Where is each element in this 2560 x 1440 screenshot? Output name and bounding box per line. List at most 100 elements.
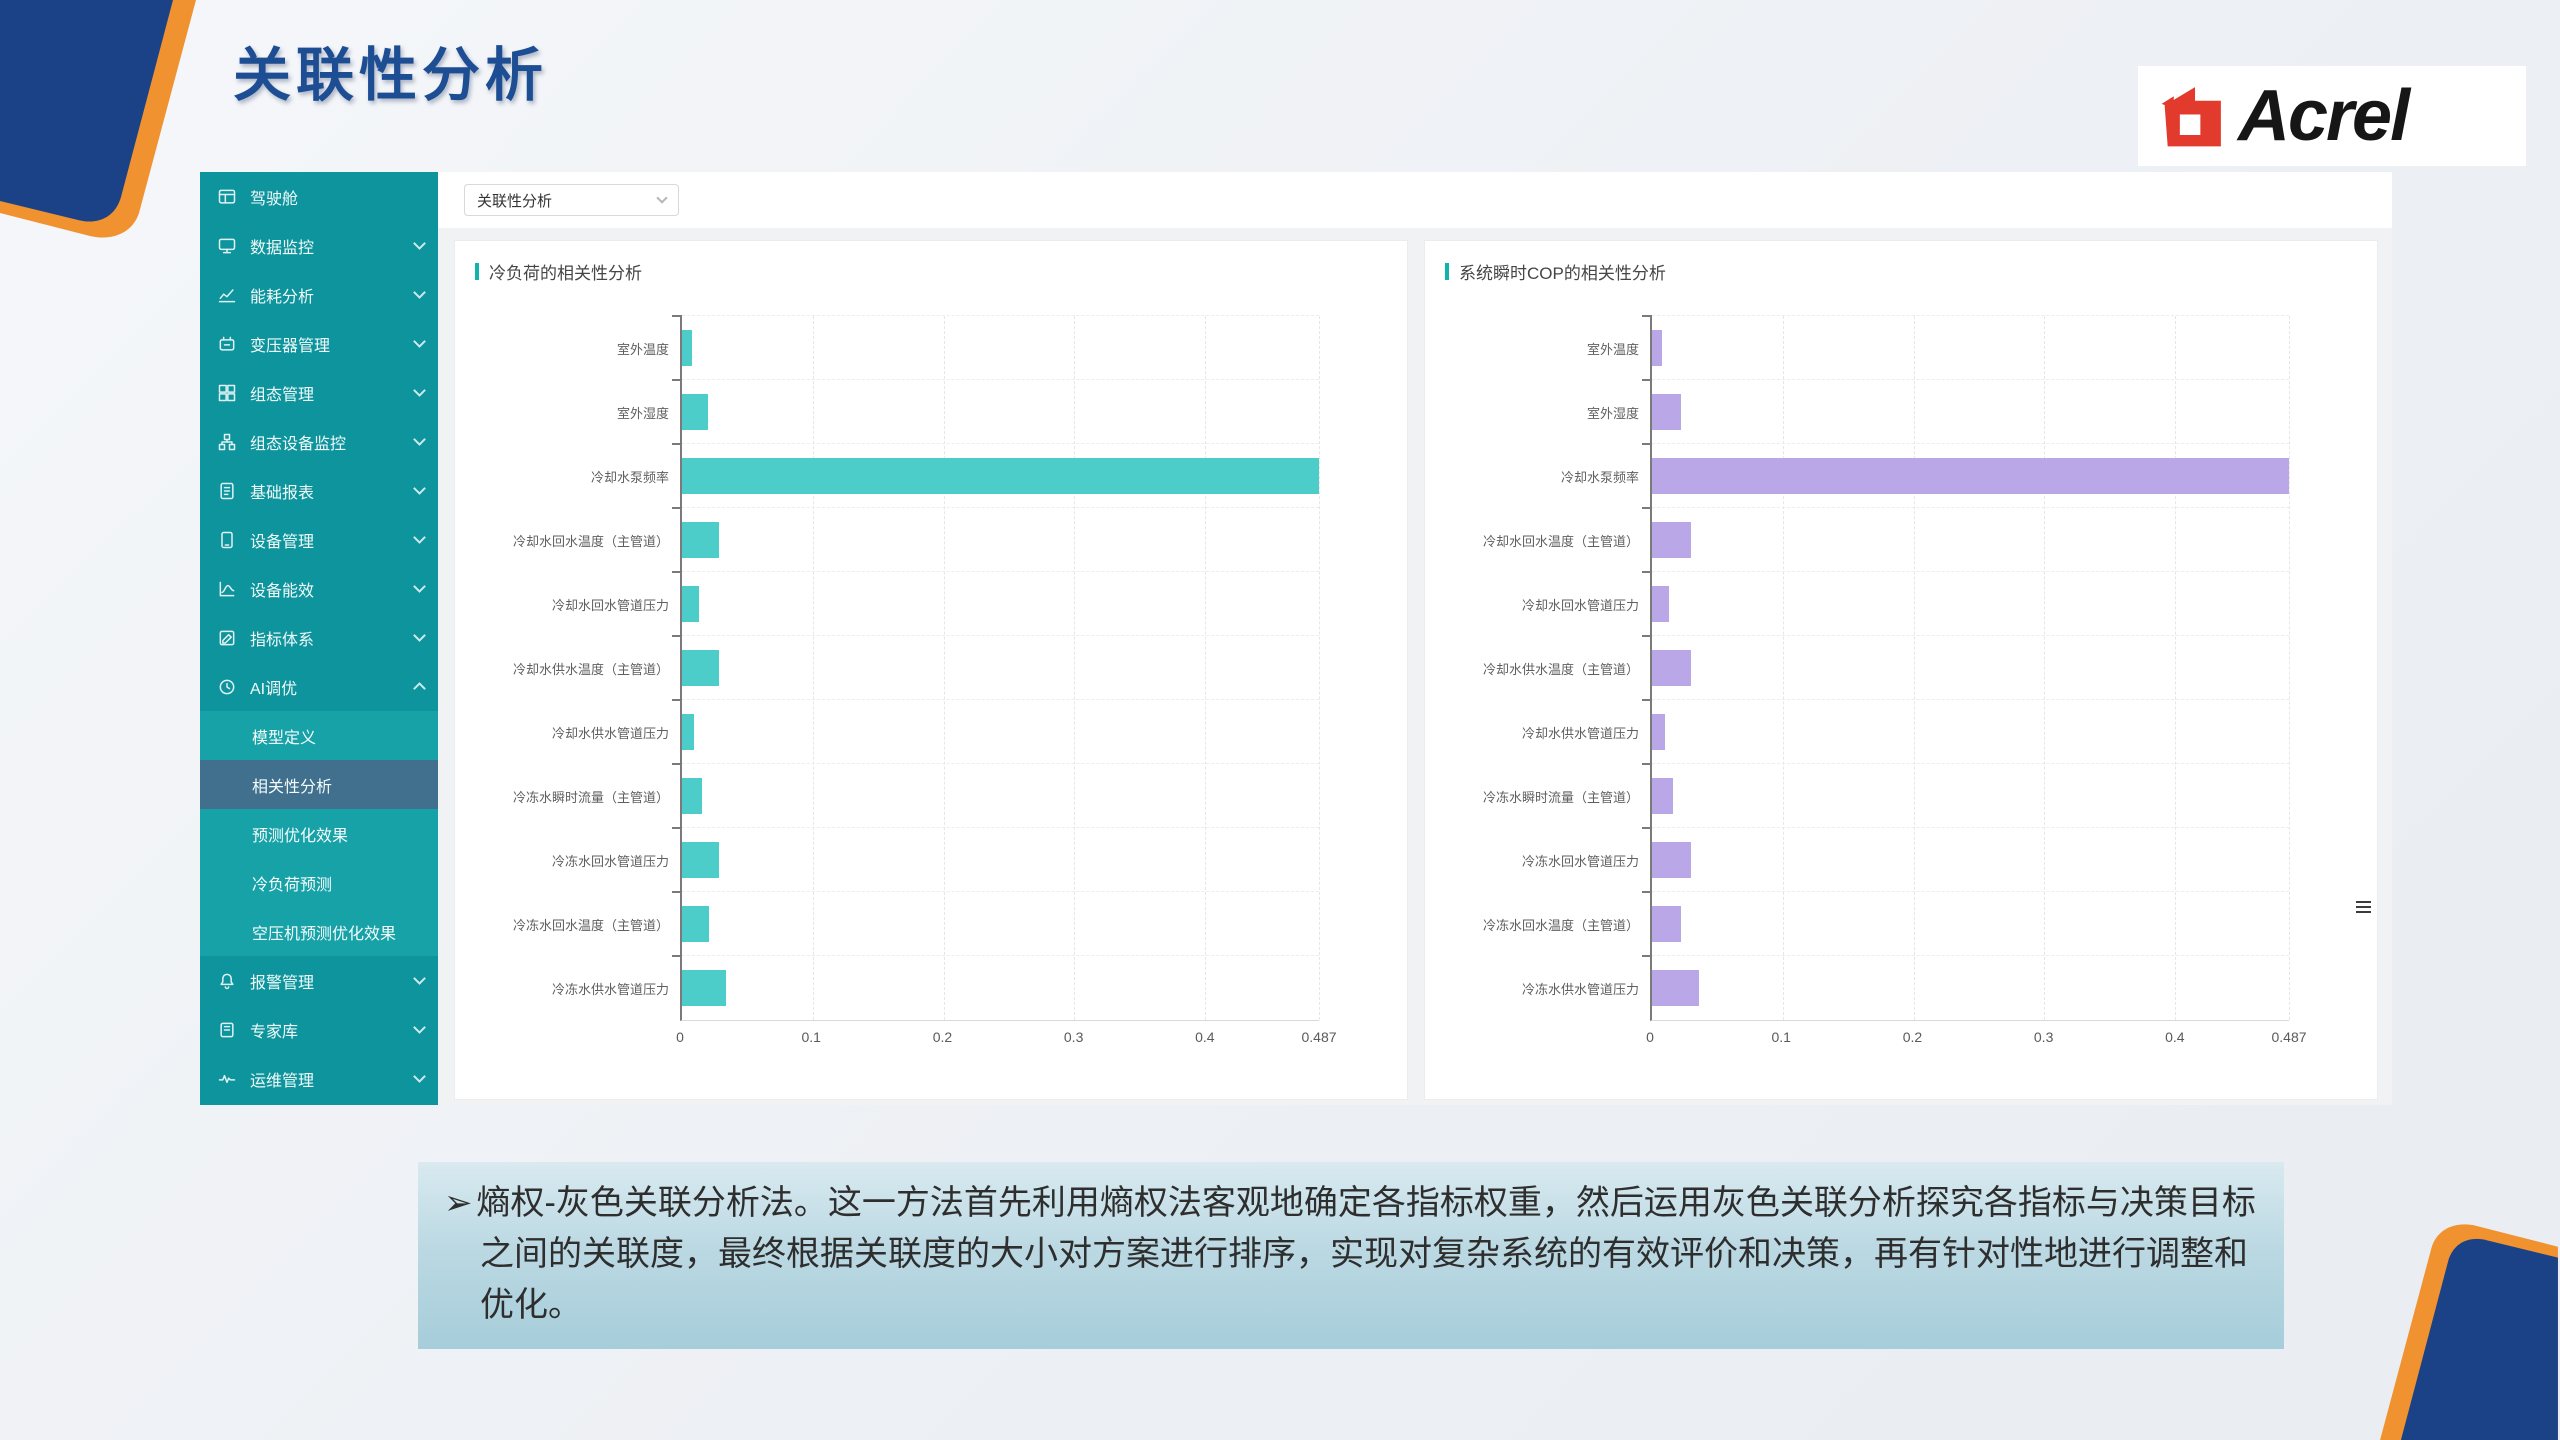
bar — [1652, 778, 1673, 814]
x-tick-label: 0 — [676, 1029, 684, 1045]
sidebar-item[interactable]: 组态设备监控 — [200, 417, 438, 466]
sidebar-item-label: 变压器管理 — [250, 337, 331, 355]
chart-panel-left: 冷负荷的相关性分析 室外温度 室外湿度 冷却水泵频率 冷却水回水温度（主管道） 冷却水回水… — [454, 240, 1408, 1100]
title-accent-bar — [475, 263, 479, 280]
chevron-down-icon — [413, 286, 426, 299]
category-label: 冷却水回水管道压力 — [551, 597, 669, 613]
sidebar-item[interactable]: 指标体系 — [200, 613, 438, 662]
dashboard-icon — [216, 186, 238, 208]
acrel-logo-mark — [2161, 87, 2221, 147]
sidebar-item[interactable]: 设备管理 — [200, 515, 438, 564]
transformer-icon — [216, 333, 238, 355]
bar — [682, 522, 719, 558]
bar — [682, 906, 710, 942]
collapse-handle-icon[interactable] — [2356, 898, 2371, 916]
chart-row: 冷冻水供水管道压力 — [552, 955, 1319, 1020]
sidebar-subitem[interactable]: 空压机预测优化效果 — [200, 907, 438, 956]
sidebar-item[interactable]: 数据监控 — [200, 221, 438, 270]
sidebar-item[interactable]: 变压器管理 — [200, 319, 438, 368]
bar — [1652, 458, 2289, 494]
bar — [682, 458, 1319, 494]
chart-row: 冷却水泵频率 — [1561, 443, 2289, 508]
bar — [682, 586, 699, 622]
plot-area: 室外温度 室外湿度 冷却水泵频率 冷却水回水温度（主管道） 冷却水回水管道压力 冷却水供水… — [513, 315, 1320, 1021]
chevron-down-icon — [413, 531, 426, 544]
x-tick-label: 0.487 — [1301, 1029, 1337, 1045]
category-label: 冷冻水回水温度（主管道） — [1482, 917, 1639, 933]
sidebar-item[interactable]: 能耗分析 — [200, 270, 438, 319]
bar — [1652, 906, 1681, 942]
kpi-icon — [216, 627, 238, 649]
bar — [1652, 394, 1681, 430]
bar — [1652, 330, 1663, 366]
chart-row: 冷却水回水温度（主管道） — [513, 507, 1319, 572]
chart-row: 冷冻水回水温度（主管道） — [513, 891, 1319, 956]
sidebar-item-label: 组态设备监控 — [250, 435, 347, 453]
chart-row: 冷却水供水温度（主管道） — [1483, 635, 2289, 700]
x-axis-ticks: 0 0.1 0.2 0.3 0.4 0.487 — [676, 1021, 1336, 1055]
sidebar-item[interactable]: 设备能效 — [200, 564, 438, 613]
sidebar-item[interactable]: 运维管理 — [200, 1054, 438, 1103]
bar — [682, 714, 694, 750]
chevron-down-icon — [413, 384, 426, 397]
category-label: 室外湿度 — [616, 405, 669, 421]
sidebar-item[interactable]: AI调优 — [200, 662, 438, 711]
category-label: 室外湿度 — [1586, 405, 1639, 421]
category-label: 室外温度 — [1586, 341, 1639, 357]
sidebar-item[interactable]: 专家库 — [200, 1005, 438, 1054]
chart-row: 冷却水供水管道压力 — [552, 699, 1319, 764]
category-label: 冷冻水瞬时流量（主管道） — [512, 789, 669, 805]
sidebar-subitem[interactable]: 冷负荷预测 — [200, 858, 438, 907]
panel-title: 系统瞬时COP的相关性分析 — [1445, 259, 2357, 284]
chart-row: 冷冻水回水管道压力 — [552, 827, 1319, 892]
category-label: 冷冻水供水管道压力 — [551, 981, 669, 997]
sidebar-item[interactable]: 报警管理 — [200, 956, 438, 1005]
dashboard-app: 驾驶舱数据监控能耗分析变压器管理组态管理组态设备监控 基础报表设备管理设备能效指标… — [200, 172, 2392, 1105]
analysis-note: ➢ 熵权-灰色关联分析法。这一方法首先利用熵权法客观地确定各指标权重，然后运用灰色… — [418, 1162, 2284, 1349]
sidebar-item[interactable]: 驾驶舱 — [200, 172, 438, 221]
sidebar-item[interactable]: 组态管理 — [200, 368, 438, 417]
corner-decoration-top-left — [0, 0, 196, 238]
chevron-down-icon — [413, 1021, 426, 1034]
sidebar-item-label: 驾驶舱 — [250, 190, 299, 208]
category-label: 冷却水供水温度（主管道） — [512, 661, 669, 677]
acrel-logo-text: Acrel — [2238, 76, 2410, 156]
x-tick-label: 0.4 — [2165, 1029, 2185, 1045]
gridline-vertical — [2289, 316, 2290, 1020]
chart-row: 冷却水泵频率 — [591, 443, 1319, 508]
sidebar-item-label: 基础报表 — [250, 484, 315, 502]
chart-row: 冷却水回水管道压力 — [1522, 571, 2289, 636]
ai-icon — [216, 676, 238, 698]
sidebar-subitem[interactable]: 预测优化效果 — [200, 809, 438, 858]
bar — [1652, 970, 1700, 1006]
analysis-type-dropdown[interactable]: 关联性分析 — [464, 184, 679, 216]
bar — [1652, 842, 1692, 878]
sidebar-item-label: 组态管理 — [250, 386, 315, 404]
chart-title: 冷负荷的相关性分析 — [489, 264, 642, 283]
bar — [1652, 650, 1692, 686]
bar — [1652, 522, 1692, 558]
sidebar-item-label: 指标体系 — [250, 631, 315, 649]
category-label: 冷却水供水管道压力 — [551, 725, 669, 741]
sidebar-item-label: 设备管理 — [250, 533, 315, 551]
chevron-up-icon — [413, 682, 426, 695]
sidebar-item[interactable]: 基础报表 — [200, 466, 438, 515]
chart-row: 室外温度 — [1587, 315, 2289, 380]
x-axis-ticks: 0 0.1 0.2 0.3 0.4 0.487 — [1646, 1021, 2306, 1055]
expert-icon — [216, 1019, 238, 1041]
sidebar-item-label: 数据监控 — [250, 239, 315, 257]
sidebar-subitem[interactable]: 相关性分析 — [200, 760, 438, 809]
bar — [1652, 586, 1669, 622]
chart-row: 冷冻水瞬时流量（主管道） — [1483, 763, 2289, 828]
sidebar-item-label: 设备能效 — [250, 582, 315, 600]
chart-row: 冷却水供水管道压力 — [1522, 699, 2289, 764]
note-text: 熵权-灰色关联分析法。这一方法首先利用熵权法客观地确定各指标权重，然后运用灰色关… — [476, 1184, 2256, 1324]
bar — [682, 650, 719, 686]
efficiency-icon — [216, 578, 238, 600]
plot-area: 室外温度 室外湿度 冷却水泵频率 冷却水回水温度（主管道） 冷却水回水管道压力 冷却水供水… — [1483, 315, 2290, 1021]
chart-row: 冷却水供水温度（主管道） — [513, 635, 1319, 700]
note-bullet: ➢ — [444, 1184, 473, 1222]
category-label: 冷冻水回水管道压力 — [551, 853, 669, 869]
sidebar-subitem[interactable]: 模型定义 — [200, 711, 438, 760]
device-icon — [216, 529, 238, 551]
